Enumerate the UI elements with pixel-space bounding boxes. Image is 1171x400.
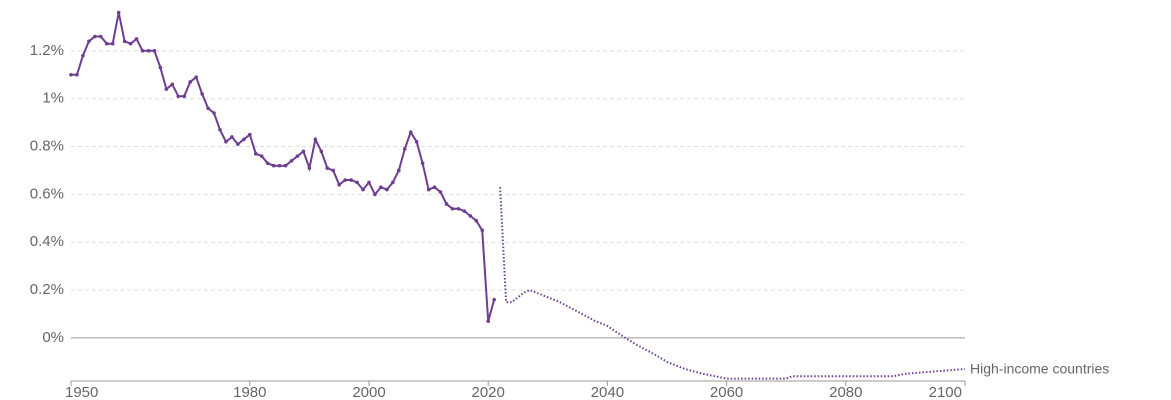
data-point [492, 297, 496, 302]
data-point [444, 202, 449, 206]
x-tick-label: 1950 [65, 384, 98, 400]
data-point [182, 94, 187, 99]
y-tick-label: 0.8% [30, 138, 64, 155]
data-point [337, 183, 342, 187]
data-point [170, 82, 175, 87]
data-point [248, 132, 252, 137]
data-point [355, 180, 359, 185]
data-point [93, 34, 97, 39]
data-point [480, 228, 485, 233]
data-point [331, 168, 336, 173]
data-point [253, 151, 258, 156]
data-point [301, 149, 306, 154]
data-point [462, 209, 467, 213]
data-point [134, 37, 139, 41]
data-point [206, 106, 210, 111]
data-point [152, 49, 157, 53]
data-point [128, 41, 133, 46]
data-point [224, 139, 228, 144]
data-point [432, 185, 437, 190]
y-tick-label: 1% [42, 90, 64, 107]
data-point [414, 139, 419, 144]
data-point [391, 180, 395, 185]
data-point [99, 34, 103, 39]
data-point [456, 206, 461, 211]
data-point [158, 65, 163, 70]
data-point [319, 149, 324, 154]
data-point [397, 168, 401, 173]
data-point [277, 163, 282, 168]
x-tick-label: 2080 [829, 384, 862, 400]
data-point [242, 137, 246, 142]
data-point [468, 214, 473, 218]
data-point [110, 41, 115, 46]
data-point [176, 94, 181, 99]
data-point [212, 111, 216, 115]
data-point [289, 159, 294, 163]
data-point [408, 130, 413, 134]
data-point [230, 135, 234, 139]
x-tick-label: 1980 [233, 384, 266, 400]
x-tick-label: 2060 [710, 384, 743, 400]
data-point [283, 163, 288, 168]
projection-line [499, 187, 966, 380]
data-line [71, 12, 496, 322]
x-tick-label: 2020 [472, 384, 505, 400]
data-point [343, 178, 347, 182]
data-point [474, 218, 479, 223]
data-point [379, 185, 383, 190]
data-point [385, 187, 389, 192]
data-point [140, 49, 145, 53]
data-point [188, 80, 192, 84]
data-point [325, 166, 330, 170]
data-point [420, 161, 425, 166]
y-tick-label: 0.6% [30, 185, 64, 202]
data-point [200, 92, 204, 96]
data-point [450, 206, 455, 211]
data-point [104, 41, 109, 46]
data-point [259, 154, 264, 158]
data-point [81, 53, 85, 58]
data-point [402, 147, 407, 151]
y-tick-label: 1.2% [30, 42, 64, 59]
y-tick-label: 0.2% [30, 281, 64, 298]
y-tick-label: 0% [42, 329, 64, 346]
data-point [373, 192, 377, 197]
data-point [116, 10, 121, 15]
x-tick-label: 2100 [929, 384, 962, 400]
data-point [313, 137, 318, 142]
data-point [146, 49, 151, 53]
data-point [69, 72, 73, 77]
data-point [367, 180, 371, 185]
data-point [426, 187, 431, 192]
data-point [164, 87, 169, 91]
data-point [194, 75, 198, 79]
data-point [295, 154, 300, 158]
x-tick-label: 2000 [352, 384, 385, 400]
data-point [87, 39, 91, 44]
data-point [307, 166, 312, 170]
data-point [438, 190, 443, 194]
data-point [486, 319, 491, 323]
data-point [349, 178, 353, 182]
series-label: High-income countries [970, 361, 1109, 377]
data-point [218, 127, 222, 132]
data-point [271, 163, 276, 168]
data-point [236, 142, 240, 146]
data-point [122, 39, 127, 44]
data-point [75, 72, 79, 77]
data-point [361, 187, 365, 192]
data-point [265, 161, 270, 166]
y-tick-label: 0.4% [30, 233, 64, 250]
x-tick-label: 2040 [591, 384, 624, 400]
